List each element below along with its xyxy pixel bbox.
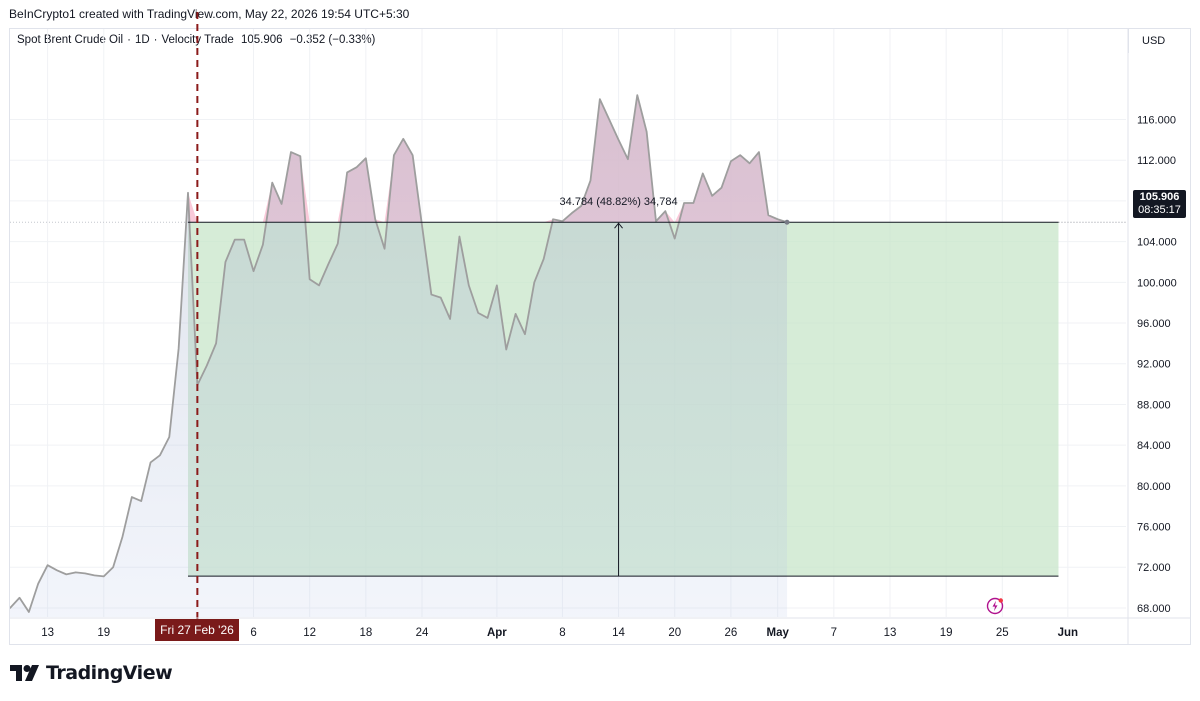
legend-price: 105.906 [240,34,283,46]
x-tick-label: 13 [41,627,54,639]
crosshair-date-badge: Fri 27 Feb '26 [155,619,239,641]
y-tick-label: 112.000 [1137,155,1176,167]
bar-countdown: 08:35:17 [1138,204,1181,216]
legend-separator: · [127,34,131,46]
tradingview-logo-text: TradingView [46,662,173,684]
x-tick-label: 19 [940,627,953,639]
legend-separator-2: · [153,34,158,46]
x-tick-label: 12 [303,627,316,639]
price-series-line [10,94,788,613]
x-tick-label: 26 [724,627,737,639]
y-tick-label: 72.000 [1137,562,1171,574]
x-tick-label: Jun [1058,627,1078,639]
y-tick-label: 88.000 [1137,399,1171,411]
y-tick-label: 80.000 [1137,481,1171,493]
x-tick-label: 14 [612,627,625,639]
tradingview-logo-icon [10,665,39,681]
legend-interval[interactable]: 1D [134,34,150,46]
x-tick-label: 8 [559,627,565,639]
legend-symbol[interactable]: Spot Brent Crude Oil [17,34,124,46]
chart-legend: Spot Brent Crude Oil · 1D · Velocity Trade 1… [17,34,379,46]
y-tick-label: 84.000 [1137,440,1171,452]
y-tick-label: 116.000 [1137,115,1176,127]
y-tick-label: 96.000 [1137,318,1171,330]
x-tick-label: Apr [487,627,507,639]
attribution-text: BeInCrypto1 created with TradingView.com… [9,7,410,21]
x-tick-label: 20 [668,627,681,639]
chart-frame[interactable] [9,28,1191,645]
x-tick-label: 24 [416,627,429,639]
y-tick-label: 76.000 [1137,522,1171,534]
legend-change: −0.352 (−0.33%) [289,34,376,46]
measure-label: 34.784 (48.82%) 34,784 [560,196,678,208]
y-tick-label: 104.000 [1137,237,1177,249]
last-price-dot [784,219,790,225]
flash-icon[interactable] [986,597,1004,615]
x-tick-label: 7 [831,627,837,639]
x-tick-label: 6 [250,627,256,639]
y-tick-label: 68.000 [1137,603,1171,615]
last-price-badge: 105.906 08:35:17 [1133,190,1186,218]
x-tick-label: May [766,627,789,639]
y-tick-label: 100.000 [1137,277,1177,289]
measure-arrow-head [614,222,623,229]
series-area [10,95,788,617]
last-price-value: 105.906 [1139,191,1180,203]
x-tick-label: 25 [996,627,1009,639]
legend-source: Velocity Trade [161,34,234,46]
x-tick-label: 19 [97,627,110,639]
x-tick-label: 18 [359,627,372,639]
tradingview-logo[interactable]: TradingView [10,660,173,686]
x-tick-label: 13 [884,627,897,639]
y-tick-label: 92.000 [1137,359,1171,371]
